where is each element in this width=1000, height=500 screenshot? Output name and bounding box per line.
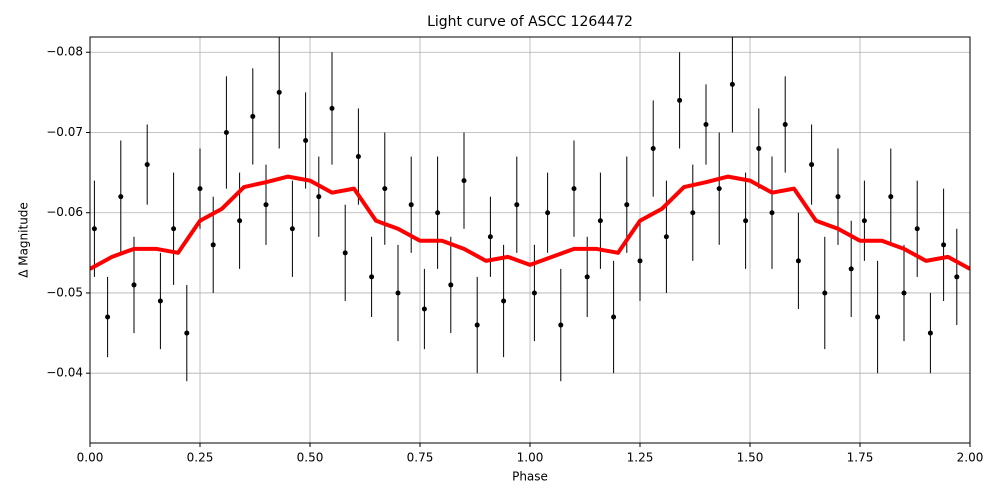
data-point xyxy=(584,274,590,280)
data-point xyxy=(171,226,177,232)
data-point xyxy=(487,234,493,240)
data-point xyxy=(835,194,841,200)
data-point xyxy=(703,121,709,127)
y-tick-label: −0.08 xyxy=(46,45,83,59)
data-point xyxy=(861,218,867,224)
data-point xyxy=(611,314,617,320)
data-point xyxy=(118,194,124,200)
data-point xyxy=(624,202,630,208)
data-point xyxy=(316,194,322,200)
plot-frame xyxy=(89,36,971,444)
chart-title: Light curve of ASCC 1264472 xyxy=(427,14,633,30)
data-point xyxy=(954,274,960,280)
x-tick-label: 1.25 xyxy=(627,451,654,465)
x-tick-label: 0.25 xyxy=(187,451,214,465)
data-point xyxy=(848,266,854,272)
data-point xyxy=(395,290,401,296)
data-point xyxy=(237,218,243,224)
data-point xyxy=(809,162,815,168)
x-tick-label: 1.50 xyxy=(737,451,764,465)
data-point xyxy=(941,242,947,248)
data-point xyxy=(545,210,551,216)
data-point xyxy=(677,97,683,103)
data-point xyxy=(927,330,933,336)
data-point xyxy=(303,138,309,144)
data-point xyxy=(571,186,577,192)
data-point xyxy=(144,162,150,168)
data-point xyxy=(690,210,696,216)
data-point xyxy=(329,105,335,111)
data-point xyxy=(421,306,427,312)
data-point xyxy=(448,282,454,288)
plot-area xyxy=(90,37,970,382)
x-tick-label: 1.00 xyxy=(517,451,544,465)
x-tick-label: 0.75 xyxy=(407,451,434,465)
data-point xyxy=(637,258,643,264)
trend-line xyxy=(90,174,970,271)
y-tick-label: −0.04 xyxy=(46,366,83,380)
data-point xyxy=(888,194,894,200)
x-tick-label: 0.50 xyxy=(297,451,324,465)
data-point xyxy=(408,202,414,208)
data-point xyxy=(157,298,163,304)
data-point xyxy=(131,282,137,288)
data-point xyxy=(250,113,256,119)
data-point xyxy=(276,89,282,95)
data-point xyxy=(769,210,775,216)
data-point xyxy=(875,314,881,320)
data-point xyxy=(105,314,111,320)
y-axis-label: Δ Magnitude xyxy=(17,202,31,278)
data-point xyxy=(743,218,749,224)
data-point xyxy=(729,81,735,87)
data-point xyxy=(901,290,907,296)
data-point xyxy=(263,202,269,208)
data-point xyxy=(531,290,537,296)
data-point xyxy=(210,242,216,248)
data-point xyxy=(597,218,603,224)
data-point xyxy=(91,226,97,232)
data-point xyxy=(822,290,828,296)
x-tick-label: 1.75 xyxy=(847,451,874,465)
data-point xyxy=(795,258,801,264)
y-tick-label: −0.06 xyxy=(46,205,83,219)
data-point xyxy=(914,226,920,232)
data-point xyxy=(289,226,295,232)
data-point xyxy=(474,322,480,328)
x-axis-label: Phase xyxy=(512,470,548,484)
y-tick-label: −0.05 xyxy=(46,285,83,299)
data-point xyxy=(435,210,441,216)
x-tick-label: 2.00 xyxy=(957,451,984,465)
data-point xyxy=(756,146,762,152)
data-point xyxy=(382,186,388,192)
data-point xyxy=(501,298,507,304)
data-point xyxy=(716,186,722,192)
data-point xyxy=(223,129,229,135)
data-point xyxy=(650,146,656,152)
data-point xyxy=(461,178,467,184)
data-point xyxy=(355,154,361,160)
data-point xyxy=(369,274,375,280)
x-tick-label: 0.00 xyxy=(77,451,104,465)
data-point xyxy=(197,186,203,192)
data-point xyxy=(663,234,669,240)
data-point xyxy=(514,202,520,208)
data-point xyxy=(782,121,788,127)
data-point xyxy=(342,250,348,256)
data-point xyxy=(558,322,564,328)
y-tick-label: −0.07 xyxy=(46,125,83,139)
data-point xyxy=(184,330,190,336)
